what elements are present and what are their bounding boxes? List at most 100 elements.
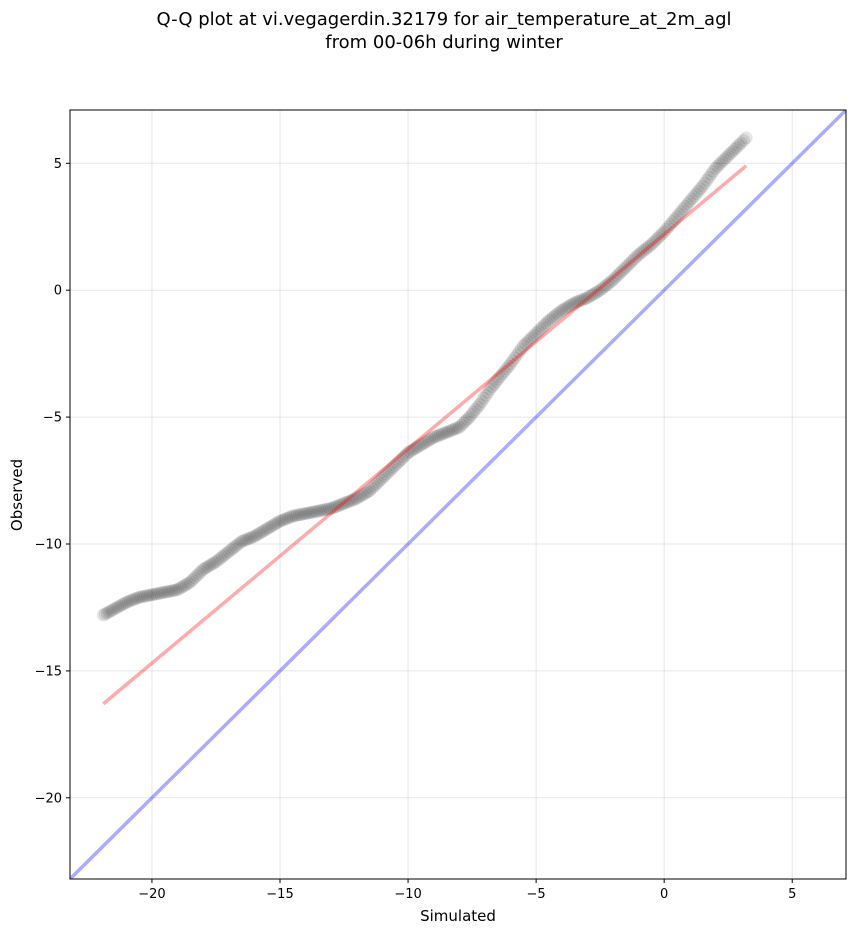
quantile-point [209, 555, 223, 569]
quantile-point [136, 589, 150, 603]
quantile-point [493, 369, 507, 383]
quantile-point [186, 573, 200, 587]
quantile-point [625, 254, 639, 268]
quantile-point [638, 243, 652, 257]
quantile-point [361, 485, 375, 499]
fit-line [102, 164, 748, 706]
quantile-point [696, 179, 710, 193]
quantile-point [469, 402, 483, 416]
quantile-point [260, 522, 274, 536]
quantile-point [444, 424, 458, 438]
quantile-point [674, 205, 688, 219]
quantile-point [600, 278, 614, 292]
quantile-point [621, 258, 635, 272]
quantile-point [512, 345, 526, 359]
quantile-point [115, 598, 129, 612]
quantile-point [322, 502, 336, 516]
quantile-point [333, 498, 347, 512]
quantile-point [475, 394, 489, 408]
quantile-point [533, 322, 547, 336]
quantile-point [715, 155, 729, 169]
quantile-point [145, 588, 159, 602]
quantile-point [655, 227, 669, 241]
quantile-point [264, 519, 278, 533]
quantile-point [241, 532, 255, 546]
quantile-point [681, 197, 695, 211]
quantile-point [267, 518, 281, 532]
quantile-point [226, 541, 240, 555]
quantile-point [481, 385, 495, 399]
quantile-point [450, 421, 464, 435]
quantile-point [550, 307, 564, 321]
y-tick-label: −15 [35, 664, 62, 679]
quantile-point [668, 212, 682, 226]
quantile-point [228, 540, 242, 554]
quantile-point [540, 316, 554, 330]
quantile-point [250, 528, 264, 542]
quantile-point [149, 587, 163, 601]
quantile-point [262, 520, 276, 534]
quantile-point [239, 533, 253, 547]
quantile-point [693, 182, 707, 196]
quantile-point [679, 199, 693, 213]
quantile-point [602, 276, 616, 290]
quantile-point [271, 515, 285, 529]
quantile-point [309, 504, 323, 518]
quantile-point [646, 235, 660, 249]
quantile-point [224, 543, 238, 557]
quantile-point [401, 446, 415, 460]
quantile-point [305, 505, 319, 519]
quantile-point [510, 348, 524, 362]
quantile-point [168, 583, 182, 597]
quantile-point [431, 429, 445, 443]
quantile-point [175, 580, 189, 594]
quantile-point [299, 507, 313, 521]
y-tick-label: 0 [54, 284, 62, 299]
quantile-point [412, 439, 426, 453]
quantile-point [487, 377, 501, 391]
quantile-point [485, 380, 499, 394]
quantile-point [713, 157, 727, 171]
quantile-point [194, 564, 208, 578]
quantile-point [483, 382, 497, 396]
quantile-point [220, 546, 234, 560]
quantile-point [717, 153, 731, 167]
quantile-point [397, 450, 411, 464]
quantile-point [448, 422, 462, 436]
quantile-point [580, 291, 594, 305]
quantile-point [700, 173, 714, 187]
quantile-point [399, 448, 413, 462]
quantile-point [105, 603, 119, 617]
quantile-point [301, 506, 315, 520]
quantile-point [495, 367, 509, 381]
quantile-point [737, 133, 751, 147]
quantile-point [649, 233, 663, 247]
quantile-point [166, 584, 180, 598]
quantile-point [664, 217, 678, 231]
quantile-point [689, 187, 703, 201]
quantile-point [659, 222, 673, 236]
quantile-point [303, 506, 317, 520]
quantile-point [574, 293, 588, 307]
quantile-point [328, 500, 342, 514]
quantile-point [171, 583, 185, 597]
identity-line [70, 110, 846, 879]
quantile-point [256, 524, 270, 538]
quantile-point [235, 534, 249, 548]
quantile-point [207, 556, 221, 570]
quantile-point [723, 147, 737, 161]
quantile-point [414, 438, 428, 452]
chart-title-line1: Q-Q plot at vi.vegagerdin.32179 for air_… [157, 9, 732, 30]
quantile-point [151, 586, 165, 600]
quantile-point [335, 497, 349, 511]
quantile-point [606, 273, 620, 287]
quantile-point [527, 328, 541, 342]
x-axis-label: Simulated [420, 907, 496, 925]
quantile-point [132, 590, 146, 604]
quantile-point [111, 600, 125, 614]
quantile-point [548, 309, 562, 323]
quantile-point [113, 599, 127, 613]
quantile-point [369, 477, 383, 491]
quantile-point [326, 501, 340, 515]
